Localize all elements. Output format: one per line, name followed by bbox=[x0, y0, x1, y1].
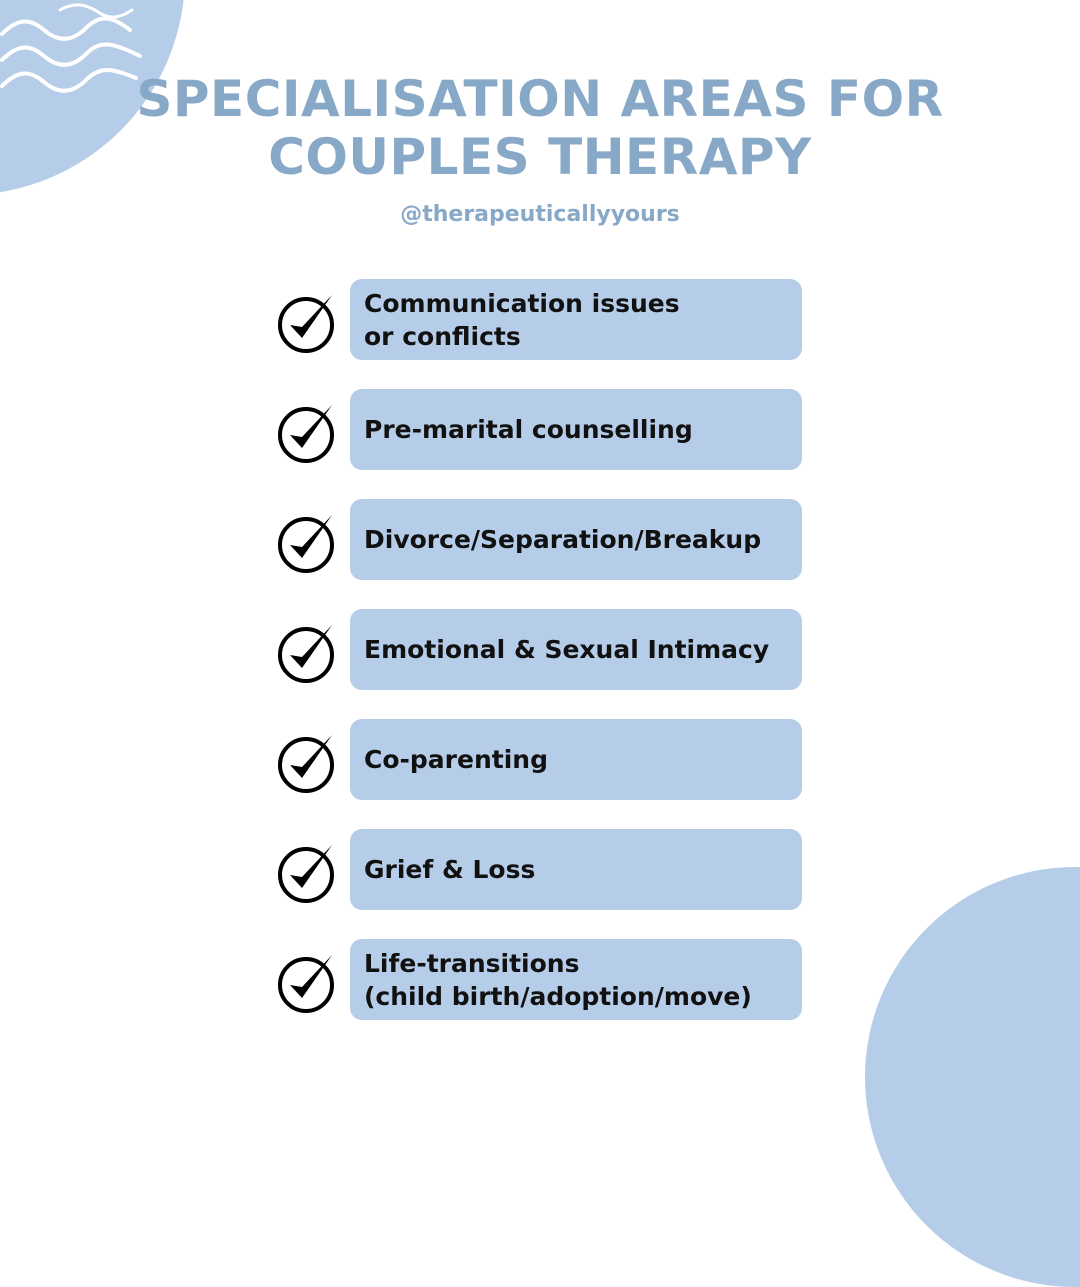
check-circle-icon bbox=[278, 625, 334, 683]
check-circle-icon bbox=[278, 845, 334, 903]
list-item: Grief & Loss bbox=[276, 829, 806, 910]
item-label: Co-parenting bbox=[364, 745, 548, 774]
item-label: Grief & Loss bbox=[364, 855, 536, 884]
item-box: Co-parenting bbox=[350, 719, 802, 800]
list-item: Emotional & Sexual Intimacy bbox=[276, 609, 806, 690]
item-box: Grief & Loss bbox=[350, 829, 802, 910]
check-circle-icon bbox=[278, 295, 334, 353]
list-item: Communication issues or conflicts bbox=[276, 279, 806, 360]
item-label: Emotional & Sexual Intimacy bbox=[364, 635, 770, 664]
check-circle-icon bbox=[278, 735, 334, 793]
specialisation-list: Communication issues or conflicts Pre-ma… bbox=[276, 279, 806, 1049]
waves-icon bbox=[0, 3, 142, 93]
item-box: Emotional & Sexual Intimacy bbox=[350, 609, 802, 690]
item-label: Divorce/Separation/Breakup bbox=[364, 525, 762, 554]
item-box: Pre-marital counselling bbox=[350, 389, 802, 470]
list-item: Divorce/Separation/Breakup bbox=[276, 499, 806, 580]
check-circle-icon bbox=[278, 955, 334, 1013]
list-item: Pre-marital counselling bbox=[276, 389, 806, 470]
list-item: Life-transitions (child birth/adoption/m… bbox=[276, 939, 806, 1020]
check-circle-icon bbox=[278, 515, 334, 573]
item-box: Divorce/Separation/Breakup bbox=[350, 499, 802, 580]
item-label: Life-transitions (child birth/adoption/m… bbox=[364, 948, 752, 1011]
page-title: SPECIALISATION AREAS FOR COUPLES THERAPY bbox=[136, 70, 944, 186]
item-label: Communication issues or conflicts bbox=[364, 288, 680, 351]
decorative-circle-bottom-right bbox=[865, 867, 1080, 1287]
item-label: Pre-marital counselling bbox=[364, 415, 693, 444]
item-box: Communication issues or conflicts bbox=[350, 279, 802, 360]
list-item: Co-parenting bbox=[276, 719, 806, 800]
social-handle: @therapeuticallyyours bbox=[400, 202, 680, 227]
check-circle-icon bbox=[278, 405, 334, 463]
item-box: Life-transitions (child birth/adoption/m… bbox=[350, 939, 802, 1020]
